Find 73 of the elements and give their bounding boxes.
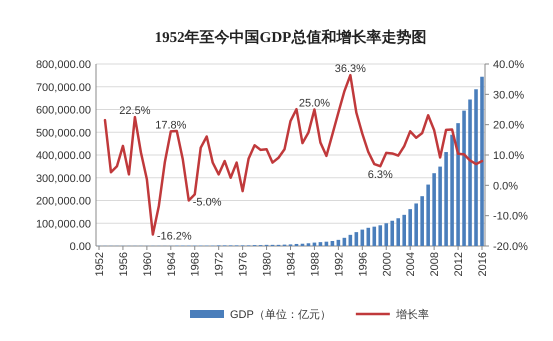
bar: [396, 218, 400, 246]
bar: [306, 243, 310, 246]
annotation: -5.0%: [192, 196, 222, 208]
bar: [372, 226, 376, 246]
bar: [330, 240, 334, 246]
y-tick-label: 20.0%: [493, 120, 524, 132]
x-tick-label: 1976: [238, 252, 250, 276]
x-tick-label: 1984: [286, 252, 298, 276]
x-tick-label: 1996: [357, 252, 370, 276]
x-tick-label: 2004: [405, 252, 418, 276]
chart-title: 1952年至今中国GDP总值和增长率走势图: [154, 28, 426, 46]
bar: [354, 232, 358, 246]
bar: [444, 152, 448, 246]
y2-tick-label: 500,000.00: [36, 127, 91, 140]
x-tick-label: 1952: [94, 252, 106, 276]
y2-tick-label: 200,000.00: [36, 196, 91, 208]
y2-tick-label: 600,000.00: [36, 104, 91, 116]
bar: [468, 99, 472, 246]
annotation: 17.8%: [155, 119, 187, 132]
x-tick-label: 1972: [214, 252, 226, 276]
y-tick-label: 40.0%: [493, 59, 524, 71]
bar: [480, 76, 484, 246]
bar: [420, 196, 424, 246]
x-tick-label: 1956: [118, 252, 130, 276]
annotation: -16.2%: [156, 230, 192, 242]
y2-tick-label: 400,000.00: [36, 150, 91, 162]
y-tick-label: -20.0%: [493, 241, 528, 253]
bar: [336, 240, 340, 246]
x-tick-label: 1980: [262, 252, 274, 276]
y-tick-label: 10.0%: [493, 150, 524, 162]
bar: [390, 220, 394, 246]
legend-label: GDP（单位：亿元）: [230, 308, 331, 321]
x-tick-label: 2012: [453, 252, 466, 276]
y2-tick-label: 0.00: [70, 241, 91, 253]
bar: [348, 234, 352, 246]
x-tick-label: 1964: [166, 252, 178, 276]
bar: [474, 89, 478, 246]
y-tick-label: -10.0%: [493, 210, 528, 223]
x-tick-label: 2000: [381, 252, 394, 276]
bar: [366, 228, 370, 246]
x-tick-label: 1988: [309, 252, 322, 276]
legend-label: 增长率: [394, 308, 429, 321]
bar: [456, 123, 460, 246]
bar: [414, 203, 418, 246]
bar: [438, 166, 442, 246]
x-tick-label: 1992: [333, 252, 346, 276]
x-tick-label: 1968: [190, 252, 202, 276]
bar: [342, 238, 346, 246]
annotation: 25.0%: [298, 98, 330, 110]
bar: [402, 214, 406, 246]
x-tick-label: 2016: [477, 252, 490, 276]
bar: [384, 223, 388, 246]
bar: [432, 173, 436, 246]
y2-tick-label: 100,000.00: [36, 218, 91, 230]
bar: [312, 242, 316, 246]
bar: [378, 225, 382, 246]
x-tick-label: 1960: [142, 252, 154, 276]
y2-tick-label: 700,000.00: [36, 82, 91, 94]
bar: [360, 230, 364, 246]
bar: [318, 242, 322, 246]
bar: [324, 242, 328, 246]
annotation: 22.5%: [119, 105, 151, 118]
bar: [462, 110, 466, 246]
bar: [450, 134, 454, 246]
bar: [408, 209, 412, 246]
bar: [426, 184, 430, 246]
y2-tick-label: 800,000.00: [36, 59, 91, 71]
annotation: 6.3%: [368, 169, 394, 182]
y-tick-label: 0.0%: [493, 180, 518, 192]
x-tick-label: 2008: [429, 252, 442, 276]
annotation: 36.3%: [334, 63, 366, 76]
y2-tick-label: 300,000.00: [36, 172, 91, 185]
y-tick-label: 30.0%: [493, 89, 524, 102]
